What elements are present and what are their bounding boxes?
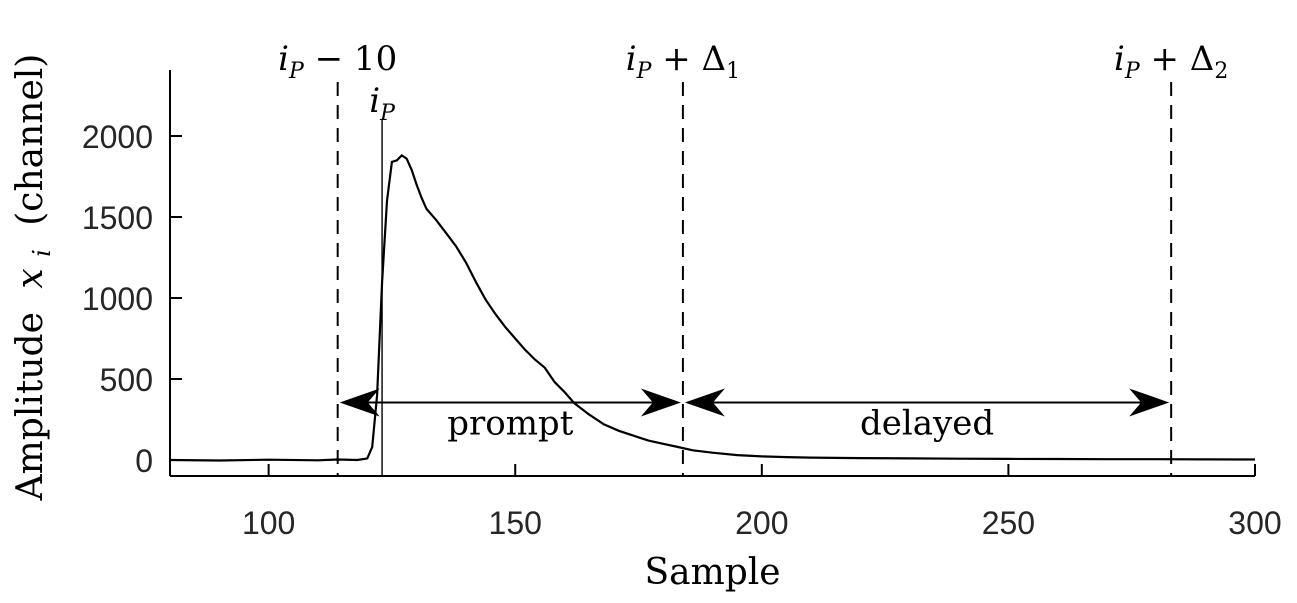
y-tick-label: 500 — [100, 362, 153, 398]
marker-label-sub: P — [1124, 59, 1141, 84]
marker-label-var: i — [1114, 39, 1125, 79]
y-tick-label: 0 — [135, 443, 153, 479]
marker-label-sub: P — [636, 59, 653, 84]
marker-label: iP — [369, 81, 396, 126]
interval-label: delayed — [860, 403, 994, 443]
marker-label: iP − 10 — [278, 39, 397, 84]
intervals: prompt delayed — [339, 388, 1170, 443]
y-axis-label-sub: i — [28, 249, 56, 257]
marker-label: iP + Δ2 — [1114, 39, 1228, 84]
axes — [169, 70, 1255, 477]
y-ticks: 0 500 1000 1500 2000 — [82, 119, 182, 479]
x-ticks: 100 150 200 250 300 — [242, 464, 1282, 541]
pulse-series-line — [169, 153, 1256, 462]
y-axis-label-var: x — [10, 268, 51, 288]
marker-label-rest-sub: 1 — [726, 59, 740, 84]
interval-arrowhead-left — [684, 388, 725, 417]
marker-label-var: i — [278, 39, 289, 79]
marker-label-var: i — [626, 39, 637, 79]
x-tick-label: 300 — [1228, 505, 1281, 541]
marker-label-rest: + Δ — [1140, 39, 1215, 79]
interval-arrowhead-right — [640, 388, 681, 417]
y-axis-label-prefix: Amplitude — [10, 312, 51, 501]
interval-arrowhead-left — [339, 388, 380, 417]
marker-label: iP + Δ1 — [626, 39, 740, 84]
marker-label-rest: + Δ — [651, 39, 726, 79]
y-tick-label: 1500 — [82, 200, 153, 236]
y-axis-label: Amplitude x i (channel) — [10, 54, 59, 502]
x-tick-label: 100 — [242, 505, 295, 541]
interval-arrowhead-right — [1129, 388, 1170, 417]
marker-label-rest: − 10 — [304, 39, 397, 79]
y-tick-label: 2000 — [82, 119, 153, 155]
interval-label: prompt — [447, 403, 573, 443]
y-axis-label-suffix: (channel) — [10, 54, 51, 226]
x-tick-label: 200 — [735, 505, 788, 541]
y-tick-label: 1000 — [82, 281, 153, 317]
x-axis-label: Sample — [644, 552, 780, 593]
marker-label-sub: P — [288, 59, 305, 84]
marker-label-var: i — [369, 81, 380, 121]
x-tick-label: 150 — [489, 505, 542, 541]
marker-label-rest-sub: 2 — [1214, 59, 1228, 84]
marker-label-sub: P — [379, 101, 396, 126]
x-tick-label: 250 — [982, 505, 1035, 541]
